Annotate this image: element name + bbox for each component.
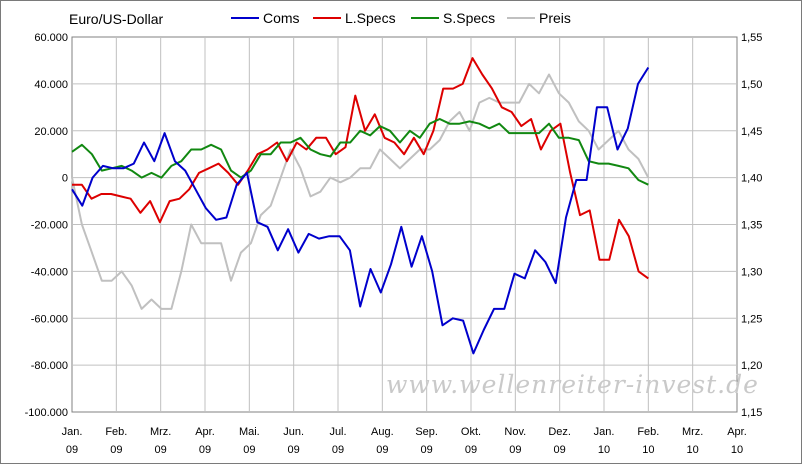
y-left-tick-label: -80.000 [31, 360, 68, 372]
x-tick-month: Mrz. [150, 426, 171, 438]
x-tick-year: 10 [731, 444, 743, 456]
y-right-tick-label: 1,40 [741, 173, 762, 185]
y-left-tick-label: 60.000 [34, 32, 68, 44]
x-axis: Jan. 09 Feb. 09 Mrz. 09 Apr. 09 Mai. 09 Jun. 09 Jul.… [62, 426, 747, 456]
y-axis-left: 60.000 40.000 20.000 0 -20.000 -40.000 -60.000… [25, 32, 68, 419]
x-tick-month: Dez. [548, 426, 571, 438]
y-right-tick-label: 1,25 [741, 313, 762, 325]
y-left-tick-label: 0 [62, 173, 68, 185]
x-tick-year: 09 [332, 444, 344, 456]
x-tick-month: Apr. [195, 426, 215, 438]
x-tick-month: Aug. [371, 426, 394, 438]
x-tick-year: 09 [243, 444, 255, 456]
x-tick-month: Jan. [594, 426, 615, 438]
x-tick-month: Feb. [637, 426, 659, 438]
x-tick-year: 09 [155, 444, 167, 456]
y-right-tick-label: 1,55 [741, 32, 762, 44]
y-left-tick-label: -60.000 [31, 313, 68, 325]
x-tick-year: 09 [465, 444, 477, 456]
y-right-tick-label: 1,45 [741, 126, 762, 138]
x-tick-year: 09 [288, 444, 300, 456]
x-tick-month: Feb. [105, 426, 127, 438]
y-right-tick-label: 1,20 [741, 360, 762, 372]
y-left-tick-label: -20.000 [31, 220, 68, 232]
x-tick-month: Jul. [329, 426, 346, 438]
x-tick-month: Jan. [62, 426, 83, 438]
x-tick-year: 10 [687, 444, 699, 456]
y-right-tick-label: 1,15 [741, 407, 762, 419]
x-tick-month: Okt. [461, 426, 481, 438]
x-tick-year: 10 [642, 444, 654, 456]
x-tick-year: 09 [66, 444, 78, 456]
legend-label: L.Specs [345, 10, 396, 26]
legend-label: S.Specs [443, 10, 495, 26]
y-right-tick-label: 1,30 [741, 266, 762, 278]
series-line-preis [71, 73, 650, 310]
legend-label: Preis [539, 10, 571, 26]
legend: Coms L.Specs S.Specs Preis [231, 10, 571, 26]
x-tick-month: Mrz. [682, 426, 703, 438]
x-tick-month: Apr. [727, 426, 747, 438]
y-left-tick-label: 40.000 [34, 79, 68, 91]
watermark: www.wellenreiter-invest.de [386, 370, 759, 399]
x-tick-month: Nov. [504, 426, 526, 438]
y-left-tick-label: -100.000 [25, 407, 68, 419]
series-line-coms [71, 66, 650, 355]
x-tick-year: 09 [421, 444, 433, 456]
chart-title: Euro/US-Dollar [69, 11, 163, 27]
x-tick-month: Mai. [239, 426, 260, 438]
x-tick-year: 09 [509, 444, 521, 456]
y-left-tick-label: 20.000 [34, 126, 68, 138]
legend-label: Coms [263, 10, 300, 26]
series-lines [71, 57, 650, 355]
x-tick-month: Jun. [283, 426, 304, 438]
y-axis-right: 1,55 1,50 1,45 1,40 1,35 1,30 1,25 1,20 1,15 [741, 32, 762, 419]
gridlines [72, 37, 737, 412]
series-line-sspecs [71, 118, 649, 186]
x-tick-year: 09 [199, 444, 211, 456]
x-tick-year: 09 [110, 444, 122, 456]
y-left-tick-label: -40.000 [31, 266, 68, 278]
x-tick-year: 09 [376, 444, 388, 456]
x-tick-year: 09 [554, 444, 566, 456]
y-right-tick-label: 1,50 [741, 79, 762, 91]
x-tick-month: Sep. [415, 426, 438, 438]
y-right-tick-label: 1,35 [741, 220, 762, 232]
x-tick-year: 10 [598, 444, 610, 456]
